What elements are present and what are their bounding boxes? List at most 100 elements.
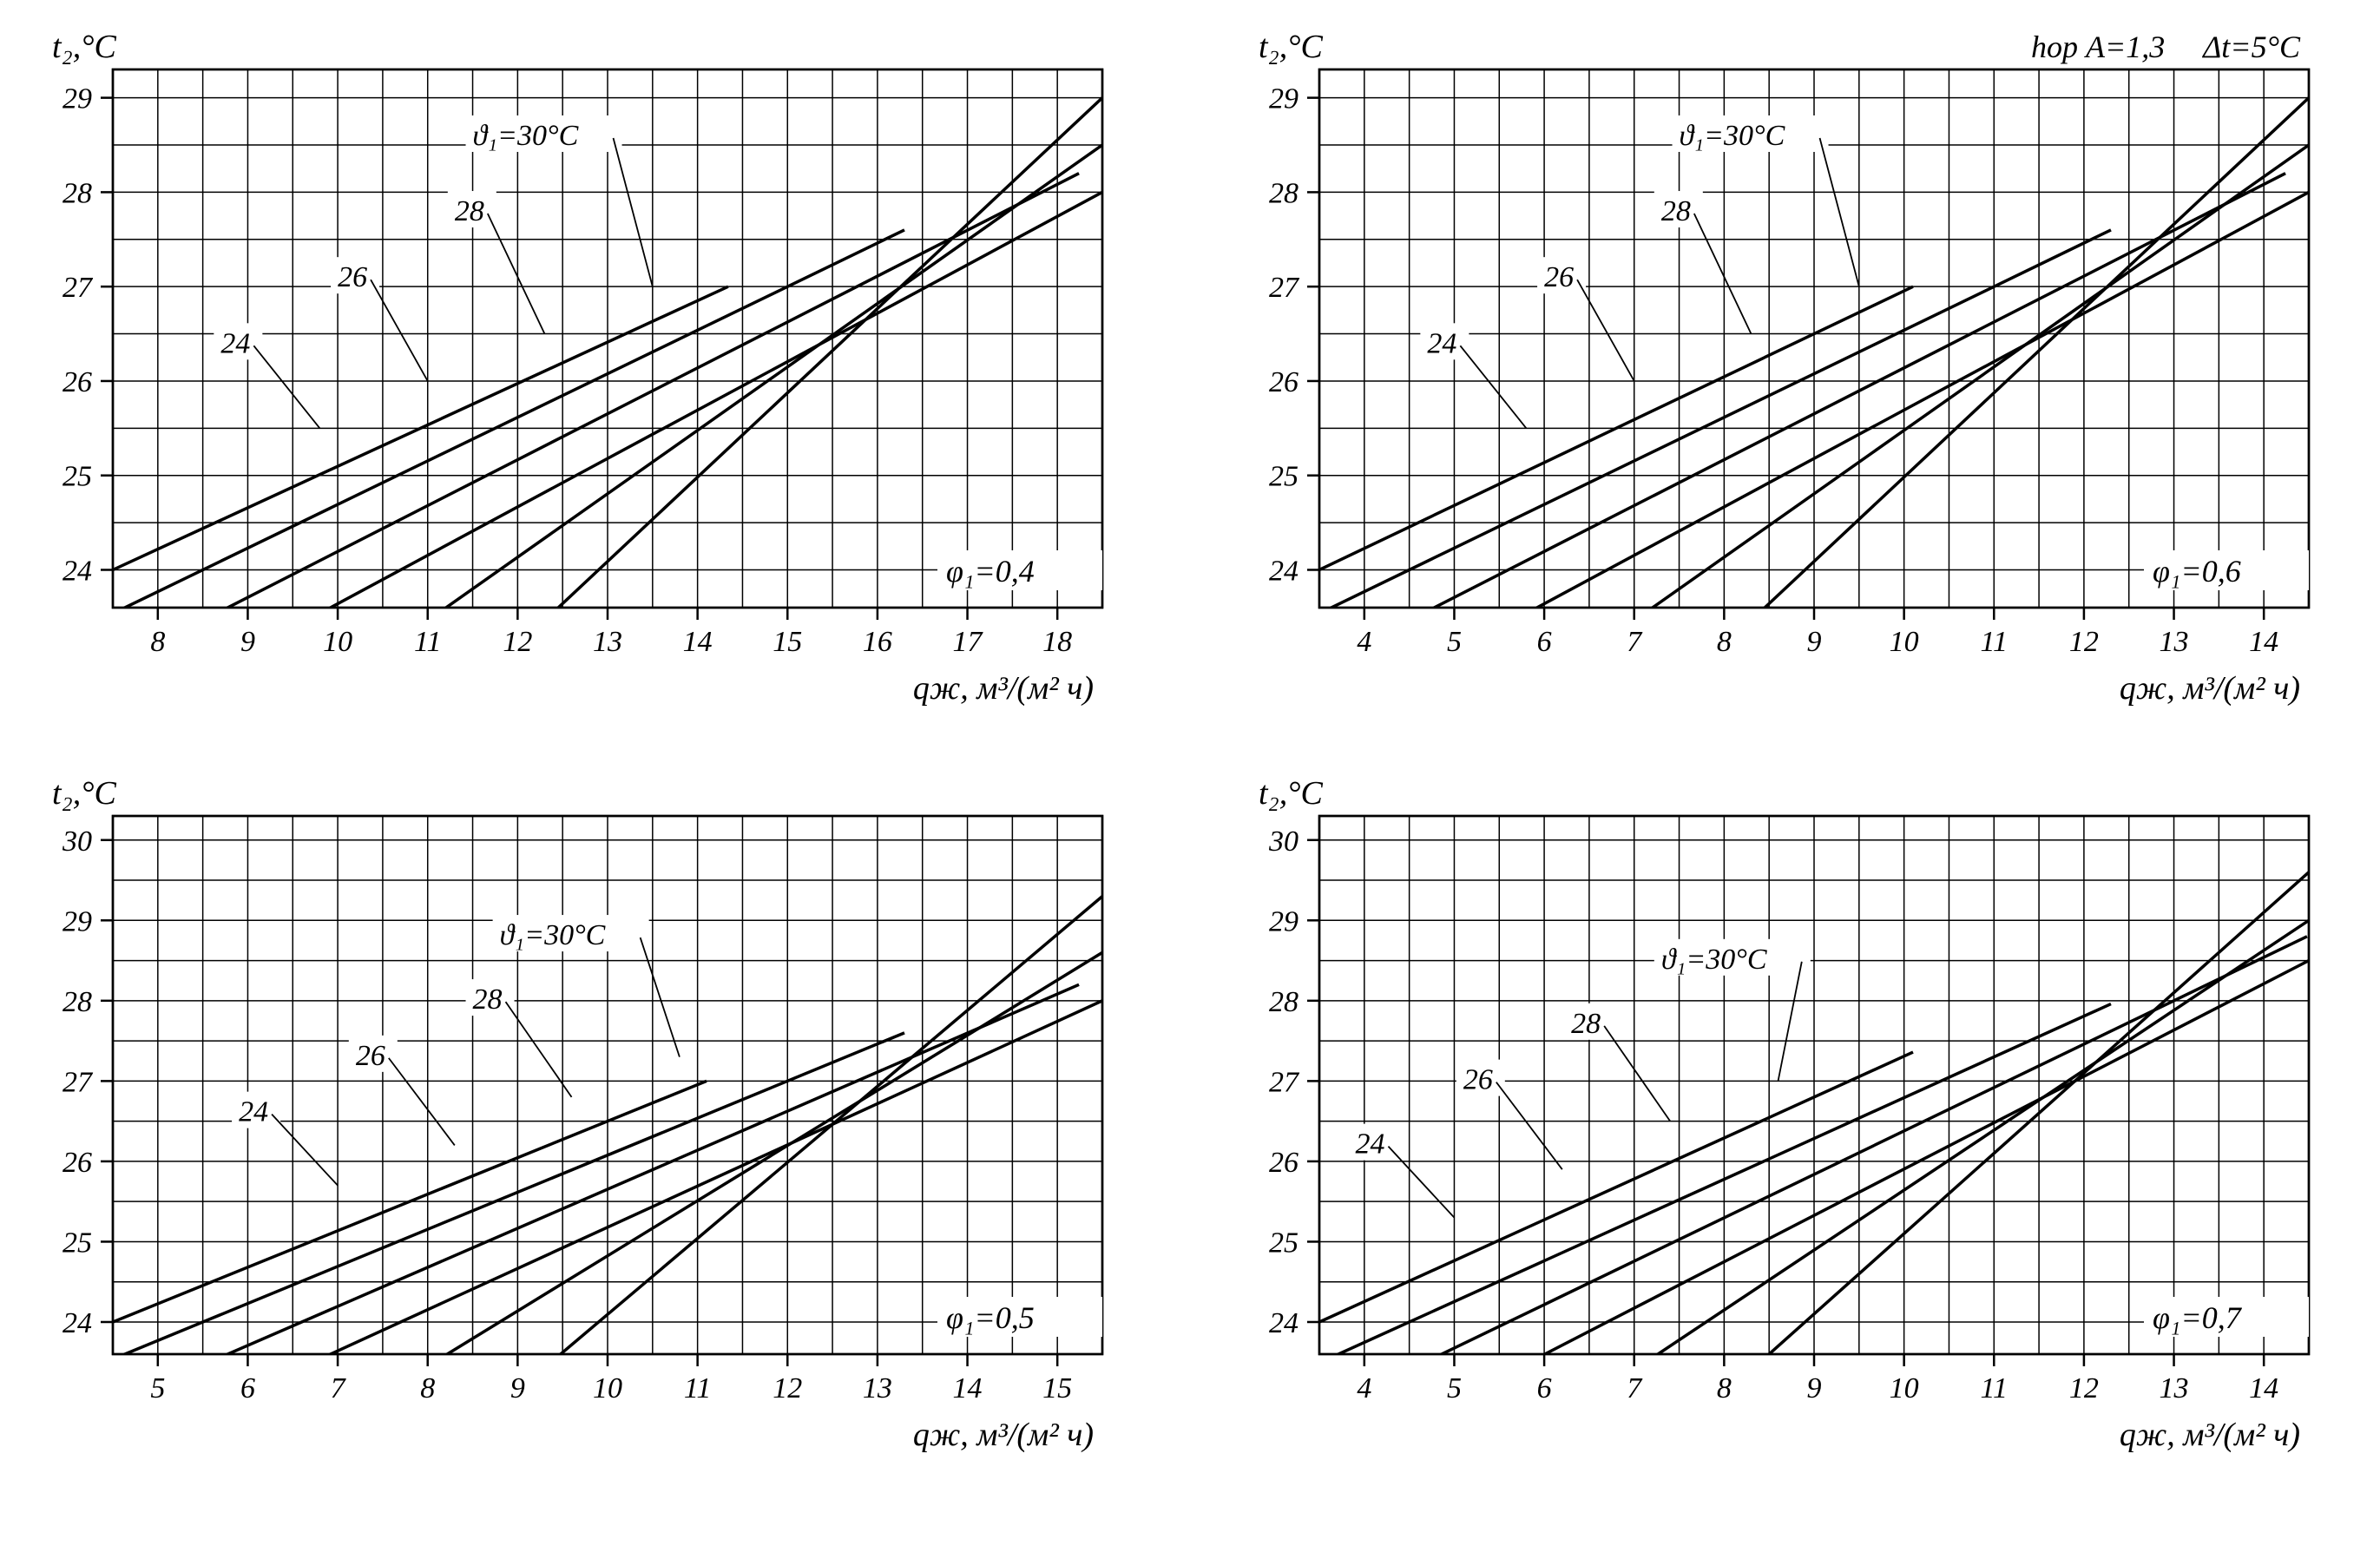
- y-tick-label: 27: [62, 1066, 94, 1098]
- param-label-h: hор A=1,3: [2031, 30, 2165, 64]
- y-tick-label: 27: [1269, 1066, 1300, 1098]
- y-tick-label: 25: [1269, 1227, 1298, 1259]
- series-label: 26: [1463, 1064, 1493, 1096]
- x-tick-label: 4: [1357, 1372, 1371, 1404]
- y-tick-label: 28: [62, 177, 92, 209]
- x-tick-label: 16: [863, 626, 892, 658]
- x-tick-label: 8: [1717, 626, 1732, 658]
- series-label: 28: [473, 983, 503, 1016]
- x-tick-label: 11: [414, 626, 441, 658]
- param-label-dt: Δt=5°C: [2201, 30, 2301, 64]
- series-label: 26: [1544, 261, 1574, 293]
- x-tick-label: 14: [2249, 1372, 2278, 1404]
- x-tick-label: 13: [863, 1372, 892, 1404]
- series-label: 24: [239, 1096, 268, 1128]
- x-tick-label: 13: [2160, 1372, 2189, 1404]
- chart-panel-1: 4567891011121314242526272829242628ϑ₁=30°…: [1224, 17, 2361, 729]
- x-tick-label: 5: [1447, 1372, 1462, 1404]
- y-tick-label: 30: [1268, 826, 1298, 858]
- y-tick-label: 25: [62, 1227, 92, 1259]
- x-tick-label: 7: [331, 1372, 347, 1404]
- series-labels: 24 26 28 ϑ₁=30°C: [1348, 939, 1810, 1218]
- series-line-22: [1292, 1004, 2111, 1376]
- x-tick-label: 10: [323, 626, 352, 658]
- chart-svg: 5678910111213141524252627282930242628ϑ₁=…: [17, 764, 1146, 1476]
- x-tick-label: 14: [953, 1372, 983, 1404]
- x-tick-label: 8: [1717, 1372, 1732, 1404]
- series-label: 24: [220, 327, 250, 359]
- x-tick-label: 8: [420, 1372, 435, 1404]
- series-label: 26: [338, 261, 367, 293]
- y-tick-label: 28: [1269, 177, 1298, 209]
- x-tick-label: 5: [1447, 626, 1462, 658]
- y-axis-label: t₂,°C: [1259, 775, 1323, 812]
- series-label: 24: [1355, 1128, 1384, 1161]
- x-tick-label: 15: [1042, 1372, 1072, 1404]
- series-label: ϑ₁=30°C: [1661, 944, 1767, 976]
- y-tick-label: 28: [62, 986, 92, 1018]
- series-label: ϑ₁=30°C: [500, 919, 606, 951]
- x-tick-label: 11: [1981, 1372, 2008, 1404]
- x-tick-label: 12: [773, 1372, 802, 1404]
- y-tick-label: 24: [1269, 555, 1298, 587]
- x-tick-label: 6: [240, 1372, 255, 1404]
- x-tick-label: 14: [2249, 626, 2278, 658]
- x-tick-label: 10: [1890, 1372, 1919, 1404]
- series-label: ϑ₁=30°C: [1680, 120, 1785, 152]
- y-tick-label: 26: [1269, 1147, 1298, 1179]
- phi-label: φ₁=0,7: [2153, 1300, 2243, 1335]
- chart-panel-3: 456789101112131424252627282930242628ϑ₁=3…: [1224, 764, 2361, 1476]
- y-tick-label: 26: [62, 1147, 92, 1179]
- x-axis-label: qж, м³/(м² ч): [2120, 1417, 2300, 1453]
- series-label: 28: [1661, 195, 1691, 227]
- x-tick-label: 6: [1537, 1372, 1552, 1404]
- y-tick-label: 28: [1269, 986, 1298, 1018]
- x-axis-label: qж, м³/(м² ч): [913, 670, 1094, 707]
- y-axis-label: t₂,°C: [1259, 29, 1323, 65]
- y-tick-label: 25: [62, 461, 92, 493]
- y-tick-label: 30: [62, 826, 92, 858]
- x-tick-label: 4: [1357, 626, 1371, 658]
- x-tick-label: 6: [1537, 626, 1552, 658]
- x-tick-label: 7: [1627, 626, 1643, 658]
- series-label: 26: [356, 1040, 385, 1072]
- x-tick-label: 9: [240, 626, 255, 658]
- y-tick-label: 29: [62, 905, 92, 937]
- y-tick-label: 29: [1269, 905, 1298, 937]
- phi-label: φ₁=0,4: [946, 554, 1035, 589]
- chart-panel-2: 5678910111213141524252627282930242628ϑ₁=…: [17, 764, 1154, 1476]
- series-label: 24: [1427, 327, 1456, 359]
- chart-svg: 89101112131415161718242526272829242628ϑ₁…: [17, 17, 1146, 729]
- series-label: 28: [455, 195, 484, 227]
- x-tick-label: 14: [683, 626, 713, 658]
- y-tick-label: 24: [62, 1307, 92, 1339]
- x-tick-label: 9: [1807, 1372, 1822, 1404]
- chart-svg: 456789101112131424252627282930242628ϑ₁=3…: [1224, 764, 2352, 1476]
- chart-svg: 4567891011121314242526272829242628ϑ₁=30°…: [1224, 17, 2352, 729]
- x-tick-label: 9: [510, 1372, 525, 1404]
- y-tick-label: 24: [1269, 1307, 1298, 1339]
- series-label: ϑ₁=30°C: [473, 120, 579, 152]
- y-tick-label: 27: [62, 272, 94, 304]
- x-axis-label: qж, м³/(м² ч): [913, 1417, 1094, 1453]
- series-labels: 24 26 28 ϑ₁=30°C: [232, 915, 680, 1186]
- x-tick-label: 10: [593, 1372, 622, 1404]
- y-tick-label: 29: [62, 83, 92, 115]
- x-tick-label: 9: [1807, 626, 1822, 658]
- x-tick-label: 12: [2069, 626, 2099, 658]
- x-tick-label: 11: [1981, 626, 2008, 658]
- chart-panel-0: 89101112131415161718242526272829242628ϑ₁…: [17, 17, 1154, 729]
- x-tick-label: 10: [1890, 626, 1919, 658]
- x-tick-label: 18: [1042, 626, 1072, 658]
- x-axis-label: qж, м³/(м² ч): [2120, 670, 2300, 707]
- x-tick-label: 7: [1627, 1372, 1643, 1404]
- phi-label: φ₁=0,6: [2153, 554, 2241, 589]
- x-tick-label: 15: [773, 626, 802, 658]
- x-tick-label: 5: [150, 1372, 165, 1404]
- x-tick-label: 13: [593, 626, 622, 658]
- y-tick-label: 26: [62, 366, 92, 398]
- series-label: 28: [1571, 1008, 1601, 1040]
- y-tick-label: 25: [1269, 461, 1298, 493]
- x-tick-label: 8: [150, 626, 165, 658]
- y-axis-label: t₂,°C: [52, 29, 116, 65]
